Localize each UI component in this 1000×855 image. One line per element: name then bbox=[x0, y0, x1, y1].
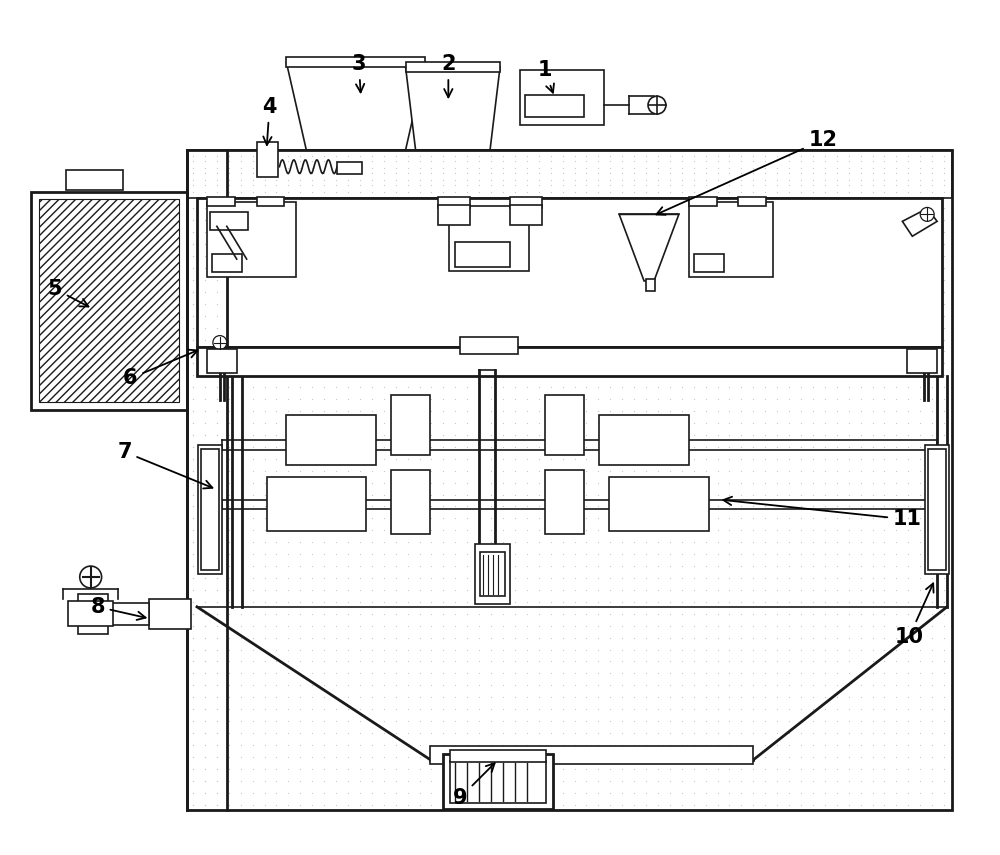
Bar bbox=[545, 395, 584, 455]
Bar bbox=[103, 603, 149, 625]
Bar bbox=[198, 445, 222, 574]
Text: 5: 5 bbox=[48, 279, 88, 307]
Bar bbox=[689, 203, 773, 277]
Bar bbox=[257, 142, 278, 177]
Text: 4: 4 bbox=[262, 97, 277, 145]
Polygon shape bbox=[902, 209, 937, 236]
Bar bbox=[450, 761, 546, 803]
Bar bbox=[430, 746, 753, 764]
Text: 9: 9 bbox=[453, 764, 495, 808]
Bar bbox=[438, 197, 470, 209]
Polygon shape bbox=[286, 62, 425, 150]
Bar bbox=[187, 150, 952, 198]
Bar bbox=[187, 150, 952, 811]
Bar bbox=[438, 205, 470, 226]
Bar bbox=[68, 601, 113, 626]
Text: 2: 2 bbox=[441, 55, 456, 97]
Bar bbox=[337, 162, 362, 174]
Bar bbox=[210, 212, 248, 230]
Bar bbox=[609, 477, 709, 531]
Bar bbox=[925, 445, 949, 574]
Bar bbox=[149, 598, 191, 628]
Bar bbox=[525, 95, 584, 117]
Bar bbox=[599, 415, 689, 465]
Bar bbox=[197, 346, 942, 376]
Bar bbox=[207, 203, 296, 277]
Bar bbox=[475, 545, 510, 604]
Bar bbox=[443, 754, 553, 809]
Bar bbox=[201, 449, 219, 570]
Bar bbox=[31, 192, 187, 410]
Bar bbox=[689, 197, 717, 206]
Bar bbox=[212, 254, 242, 272]
Bar bbox=[78, 594, 108, 634]
Text: 1: 1 bbox=[537, 61, 554, 92]
Bar bbox=[928, 449, 946, 570]
Circle shape bbox=[213, 336, 227, 350]
Bar bbox=[460, 337, 518, 355]
Bar bbox=[391, 469, 430, 534]
Text: 10: 10 bbox=[895, 583, 934, 646]
Bar bbox=[286, 57, 425, 68]
Bar bbox=[646, 279, 655, 291]
Bar bbox=[455, 242, 510, 267]
Bar bbox=[66, 169, 123, 190]
Circle shape bbox=[920, 208, 934, 221]
Bar bbox=[39, 199, 179, 402]
Bar bbox=[286, 415, 376, 465]
Bar bbox=[450, 750, 546, 762]
Bar bbox=[510, 197, 542, 209]
Bar bbox=[267, 477, 366, 531]
Bar bbox=[449, 206, 529, 271]
Text: 7: 7 bbox=[117, 442, 212, 488]
Bar bbox=[738, 197, 766, 206]
Bar bbox=[694, 254, 724, 272]
Bar bbox=[391, 395, 430, 455]
Polygon shape bbox=[619, 215, 679, 281]
Polygon shape bbox=[406, 68, 500, 150]
Bar bbox=[907, 349, 937, 374]
Bar bbox=[545, 469, 584, 534]
Bar bbox=[520, 70, 604, 125]
Text: 11: 11 bbox=[723, 497, 922, 529]
Circle shape bbox=[648, 96, 666, 114]
Text: 12: 12 bbox=[656, 130, 837, 215]
Bar bbox=[197, 198, 942, 346]
Circle shape bbox=[80, 566, 102, 588]
Bar bbox=[406, 62, 500, 73]
Bar bbox=[480, 552, 505, 596]
Bar bbox=[207, 349, 237, 374]
Bar bbox=[510, 205, 542, 226]
Bar bbox=[207, 197, 235, 206]
Text: 3: 3 bbox=[352, 55, 366, 92]
Text: 6: 6 bbox=[123, 350, 198, 388]
Bar bbox=[257, 197, 284, 206]
Text: 8: 8 bbox=[90, 597, 146, 620]
